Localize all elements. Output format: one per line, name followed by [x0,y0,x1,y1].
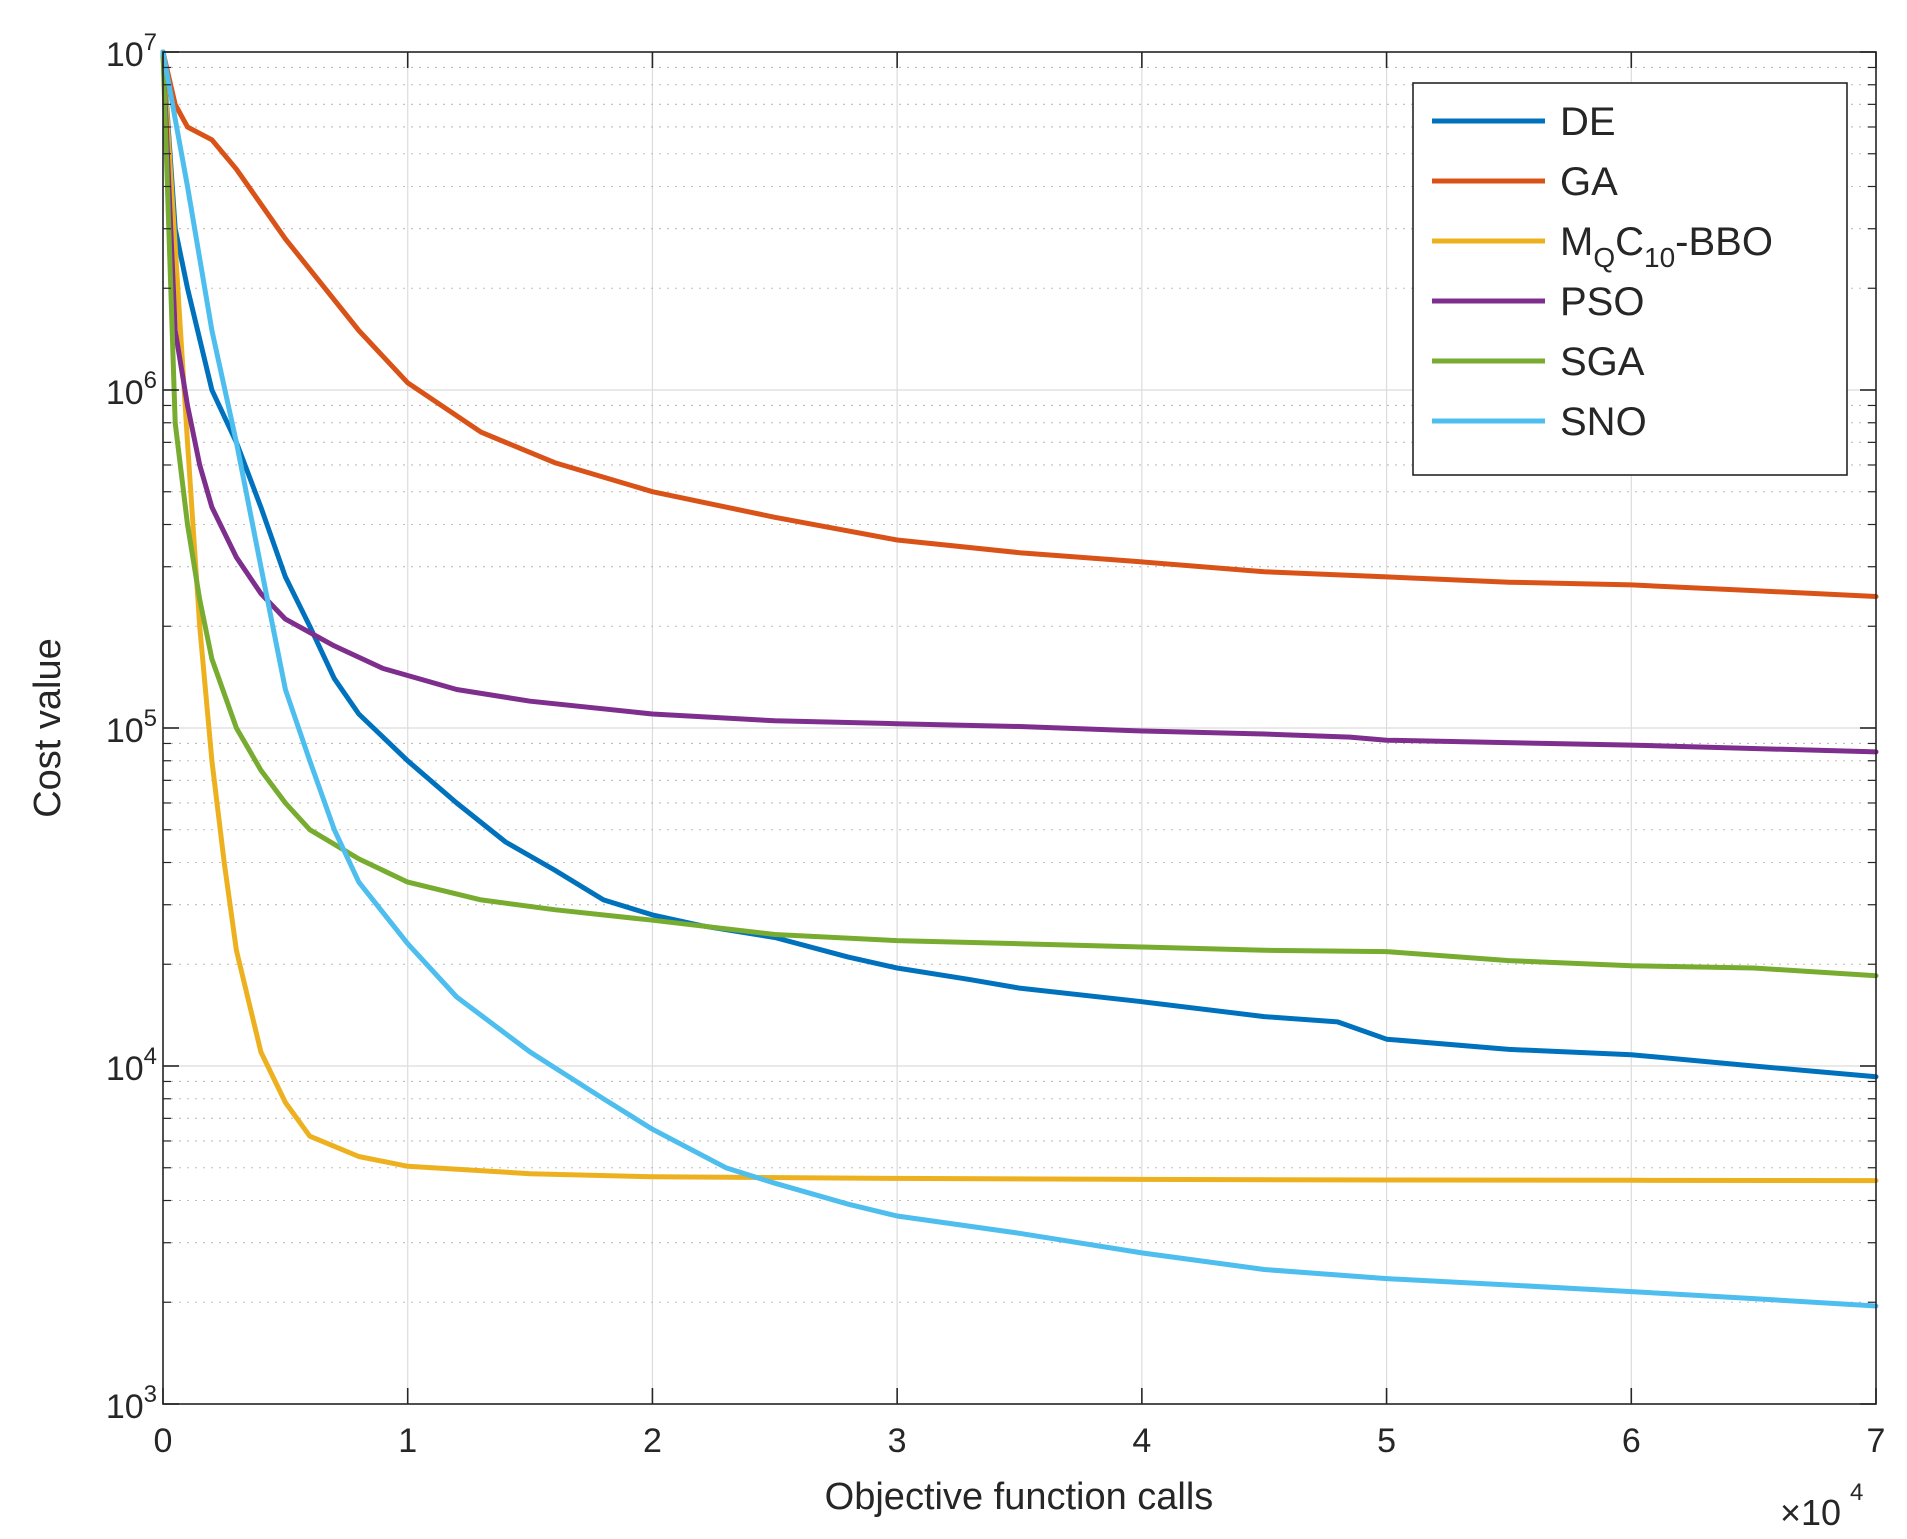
legend-items: DE GA MQC10-BBO PSO SGA SNO [1432,100,1773,444]
legend-box [1412,82,1848,476]
tick-labels: 0 1 2 3 4 5 6 7 103 104 105 106 107 [106,29,1886,1460]
legend-label: DE [1560,100,1616,144]
legend-label: GA [1560,160,1618,204]
y-tick-label: 106 [106,367,157,412]
legend-label: MQC10-BBO [1560,220,1773,273]
x-exponent-power: 4 [1850,1479,1863,1506]
series-line-ga [160,49,1879,599]
legend-item-de[interactable]: DE [1432,100,1616,144]
legend-item-mqc10-bbo[interactable]: MQC10-BBO [1432,220,1773,273]
x-exponent-base: ×10 [1780,1492,1841,1533]
y-axis-label: Cost value [27,638,69,818]
x-tick-label: 6 [1622,1422,1641,1460]
series-line-mqc10-bbo [160,49,1879,1184]
x-tick-label: 7 [1867,1422,1886,1460]
ticks [162,51,1877,1405]
legend-label: SNO [1560,400,1647,444]
y-tick-label: 105 [106,705,157,750]
legend-item-pso[interactable]: PSO [1432,280,1644,324]
legend-item-sga[interactable]: SGA [1432,340,1645,384]
x-tick-label: 2 [643,1422,662,1460]
y-tick-label: 107 [106,29,157,74]
legend[interactable]: DE GA MQC10-BBO PSO SGA SNO [1412,82,1848,476]
x-axis-label: Objective function calls [825,1476,1214,1518]
x-tick-label: 3 [888,1422,907,1460]
series-line-sga [160,49,1879,979]
legend-label: PSO [1560,280,1644,324]
y-tick-label: 103 [106,1381,157,1426]
legend-item-sno[interactable]: SNO [1432,400,1647,444]
series-layer [160,49,1879,1309]
x-tick-label: 5 [1377,1422,1396,1460]
x-tick-label: 0 [154,1422,173,1460]
legend-item-ga[interactable]: GA [1432,160,1618,204]
x-tick-label: 4 [1132,1422,1151,1460]
x-exponent: ×10 4 [1780,1479,1863,1533]
y-tick-label: 104 [106,1043,157,1088]
series-line-sno [160,49,1879,1309]
legend-label: SGA [1560,340,1645,384]
series-line-pso [160,49,1879,755]
series-line-de [160,49,1879,1080]
x-tick-label: 1 [398,1422,417,1460]
